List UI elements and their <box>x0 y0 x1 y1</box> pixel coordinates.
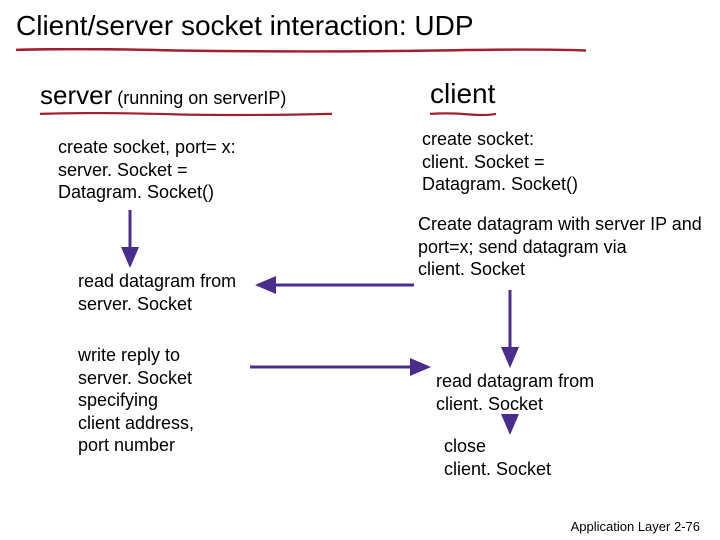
text-line: read datagram from <box>436 370 594 393</box>
footer-page: 2-76 <box>674 519 700 534</box>
text-line: client. Socket = <box>422 151 578 174</box>
server-heading: server (running on serverIP) <box>40 80 286 111</box>
text-line: Create datagram with server IP and <box>418 213 702 236</box>
server-heading-main: server <box>40 80 112 110</box>
client-send-block: Create datagram with server IP and port=… <box>418 213 702 281</box>
text-line: server. Socket <box>78 367 194 390</box>
server-heading-underline <box>40 112 332 117</box>
client-heading: client <box>430 78 495 110</box>
text-line: Datagram. Socket() <box>422 173 578 196</box>
text-line: create socket: <box>422 128 578 151</box>
text-line: port number <box>78 434 194 457</box>
text-line: client address, <box>78 412 194 435</box>
slide-title: Client/server socket interaction: UDP <box>16 10 474 42</box>
text-line: create socket, port= x: <box>58 136 236 159</box>
text-line: client. Socket <box>444 458 551 481</box>
text-line: read datagram from <box>78 270 236 293</box>
title-underline <box>16 48 586 53</box>
text-line: port=x; send datagram via <box>418 236 702 259</box>
client-create-block: create socket: client. Socket = Datagram… <box>422 128 578 196</box>
client-close-block: close client. Socket <box>444 435 551 480</box>
client-heading-underline <box>430 112 496 117</box>
server-read-block: read datagram from server. Socket <box>78 270 236 315</box>
footer-label: Application Layer <box>571 519 671 534</box>
text-line: client. Socket <box>436 393 594 416</box>
text-line: server. Socket = <box>58 159 236 182</box>
client-read-block: read datagram from client. Socket <box>436 370 594 415</box>
slide-footer: Application Layer 2-76 <box>571 519 700 534</box>
server-heading-rest: (running on serverIP) <box>112 88 286 108</box>
server-create-block: create socket, port= x: server. Socket =… <box>58 136 236 204</box>
text-line: specifying <box>78 389 194 412</box>
text-line: server. Socket <box>78 293 236 316</box>
text-line: client. Socket <box>418 258 702 281</box>
text-line: Datagram. Socket() <box>58 181 236 204</box>
text-line: close <box>444 435 551 458</box>
text-line: write reply to <box>78 344 194 367</box>
server-write-block: write reply to server. Socket specifying… <box>78 344 194 457</box>
